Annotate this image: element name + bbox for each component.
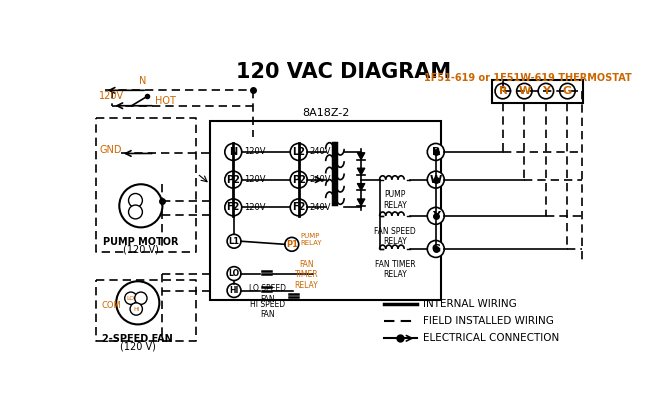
- Polygon shape: [357, 153, 365, 160]
- Text: 120V: 120V: [99, 91, 125, 101]
- Circle shape: [135, 292, 147, 304]
- Text: L1: L1: [228, 237, 240, 246]
- Text: G: G: [431, 244, 440, 254]
- Text: R: R: [498, 86, 507, 96]
- Circle shape: [227, 284, 241, 297]
- Text: (120 V): (120 V): [123, 244, 159, 254]
- Text: HI: HI: [229, 286, 239, 295]
- Text: 8A18Z-2: 8A18Z-2: [302, 108, 349, 118]
- Text: PUMP MOTOR: PUMP MOTOR: [103, 237, 179, 247]
- Polygon shape: [357, 184, 365, 190]
- Polygon shape: [357, 199, 365, 206]
- Text: LO SPEED
FAN: LO SPEED FAN: [249, 285, 285, 304]
- Bar: [492, 80, 583, 103]
- Circle shape: [427, 171, 444, 188]
- Text: N: N: [139, 76, 147, 86]
- Text: G: G: [563, 86, 572, 96]
- Text: W: W: [429, 175, 442, 185]
- Text: PUMP
RELAY: PUMP RELAY: [383, 190, 407, 210]
- Text: N: N: [229, 147, 237, 157]
- Text: HOT: HOT: [155, 96, 176, 106]
- Text: 240V: 240V: [310, 175, 331, 184]
- Circle shape: [559, 83, 575, 99]
- Circle shape: [129, 194, 143, 207]
- Text: FAN TIMER
RELAY: FAN TIMER RELAY: [375, 260, 415, 279]
- Text: INTERNAL WIRING: INTERNAL WIRING: [423, 300, 517, 309]
- Text: FAN SPEED
RELAY: FAN SPEED RELAY: [374, 227, 416, 246]
- Circle shape: [225, 143, 242, 160]
- Circle shape: [116, 281, 159, 324]
- Circle shape: [427, 143, 444, 160]
- Text: PUMP
RELAY: PUMP RELAY: [300, 233, 322, 246]
- Text: F2: F2: [292, 202, 306, 212]
- Circle shape: [495, 83, 511, 99]
- Circle shape: [285, 238, 299, 251]
- Text: W: W: [518, 86, 531, 96]
- Text: F2: F2: [226, 202, 240, 212]
- Text: P2: P2: [226, 175, 241, 185]
- Circle shape: [225, 199, 242, 216]
- Circle shape: [427, 207, 444, 224]
- Text: P2: P2: [291, 175, 306, 185]
- Text: 120V: 120V: [244, 147, 265, 156]
- Text: (120 V): (120 V): [120, 341, 155, 352]
- Circle shape: [225, 171, 242, 188]
- Text: GND: GND: [99, 145, 122, 155]
- Polygon shape: [357, 168, 365, 175]
- Text: L2: L2: [292, 147, 306, 157]
- Text: LO: LO: [228, 269, 240, 278]
- Text: 120V: 120V: [244, 175, 265, 184]
- Text: 1F51-619 or 1F51W-619 THERMOSTAT: 1F51-619 or 1F51W-619 THERMOSTAT: [424, 73, 632, 83]
- Circle shape: [427, 241, 444, 257]
- Text: HI SPEED
FAN: HI SPEED FAN: [250, 300, 285, 319]
- Circle shape: [290, 171, 307, 188]
- Text: HI: HI: [133, 307, 139, 311]
- Circle shape: [538, 83, 553, 99]
- Bar: [210, 121, 441, 300]
- Text: 120V: 120V: [244, 203, 265, 212]
- Text: Y: Y: [542, 86, 550, 96]
- Text: P1: P1: [286, 240, 297, 249]
- Circle shape: [130, 303, 143, 315]
- Text: 240V: 240V: [310, 147, 331, 156]
- Text: 2-SPEED FAN: 2-SPEED FAN: [103, 334, 173, 344]
- Text: 120 VAC DIAGRAM: 120 VAC DIAGRAM: [236, 62, 451, 82]
- Text: ELECTRICAL CONNECTION: ELECTRICAL CONNECTION: [423, 333, 559, 343]
- Circle shape: [517, 83, 532, 99]
- Text: FIELD INSTALLED WIRING: FIELD INSTALLED WIRING: [423, 316, 553, 326]
- Circle shape: [129, 205, 143, 219]
- Text: R: R: [431, 147, 440, 157]
- Circle shape: [290, 143, 307, 160]
- Circle shape: [119, 184, 162, 228]
- Text: LO: LO: [127, 296, 135, 301]
- Text: FAN
TIMER
RELAY: FAN TIMER RELAY: [295, 260, 318, 290]
- Circle shape: [227, 266, 241, 280]
- Text: COM: COM: [101, 301, 121, 310]
- Text: 240V: 240V: [310, 203, 331, 212]
- Circle shape: [125, 292, 137, 304]
- Circle shape: [290, 199, 307, 216]
- Circle shape: [227, 234, 241, 248]
- Text: Y: Y: [431, 211, 440, 221]
